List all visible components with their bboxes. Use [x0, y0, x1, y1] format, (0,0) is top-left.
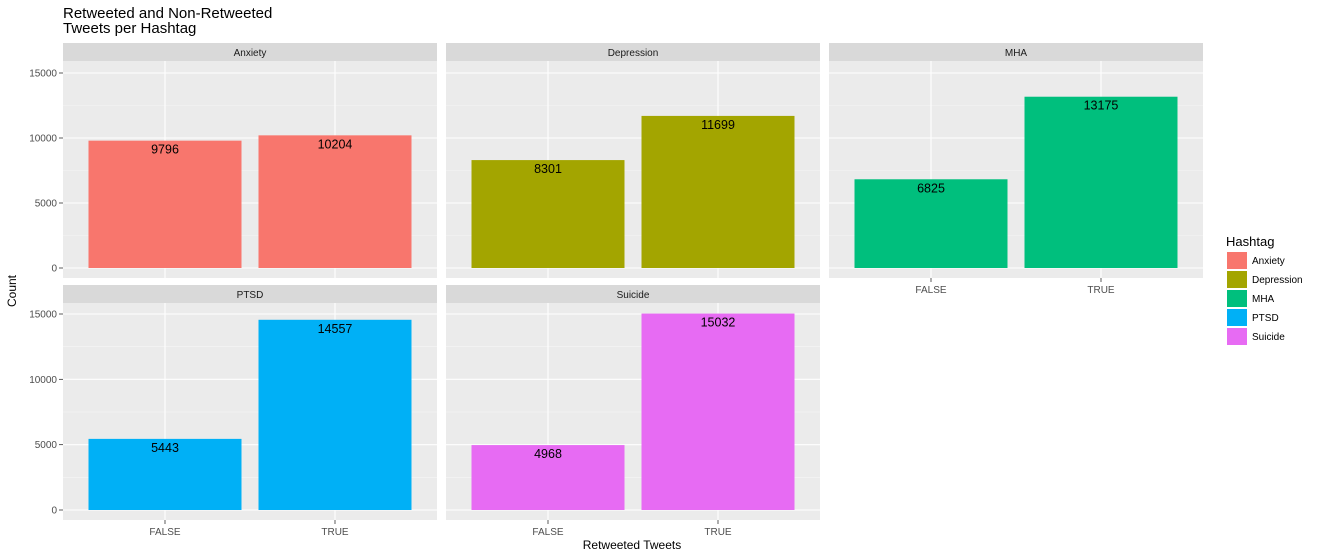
legend-key-suicide: [1227, 328, 1247, 345]
data-label: 9796: [151, 143, 179, 157]
x-axis-title: Retweeted Tweets: [583, 538, 682, 552]
data-label: 8301: [534, 162, 562, 176]
bar-ptsd-false: [88, 438, 242, 510]
y-tick-label: 5000: [35, 440, 58, 451]
legend-label: PTSD: [1252, 313, 1279, 324]
data-label: 13175: [1084, 99, 1119, 113]
facet-strip-label: Depression: [608, 48, 659, 59]
legend-key-anxiety: [1227, 252, 1247, 269]
bar-suicide-false: [471, 445, 625, 510]
facet-strip: [63, 43, 437, 61]
bar-mha-true: [1024, 96, 1178, 268]
data-label: 14557: [318, 322, 353, 336]
bar-depression-true: [641, 115, 795, 269]
legend-label: Depression: [1252, 275, 1303, 286]
x-tick-label: FALSE: [532, 527, 563, 538]
y-tick-label: 0: [51, 506, 57, 517]
y-axis-title: Count: [5, 274, 19, 307]
facet-strip: [63, 285, 437, 303]
legend-key-ptsd: [1227, 309, 1247, 326]
bar-anxiety-true: [258, 135, 412, 268]
facet-strip-label: Anxiety: [234, 48, 267, 59]
bar-ptsd-true: [258, 319, 412, 510]
y-tick-label: 15000: [29, 310, 57, 321]
x-tick-label: FALSE: [149, 527, 180, 538]
y-tick-label: 10000: [29, 134, 57, 145]
chart-title: Retweeted and Non-Retweeted: [63, 5, 272, 22]
data-label: 15032: [701, 316, 736, 330]
y-tick-label: 10000: [29, 375, 57, 386]
facet-strip: [446, 285, 820, 303]
legend-label: Suicide: [1252, 332, 1285, 343]
y-tick-label: 0: [51, 264, 57, 275]
facet-strip-label: PTSD: [237, 290, 264, 301]
data-label: 11699: [701, 118, 735, 132]
data-label: 10204: [318, 137, 353, 151]
legend-label: MHA: [1252, 294, 1275, 305]
x-tick-label: TRUE: [704, 527, 732, 538]
y-tick-label: 15000: [29, 69, 57, 80]
data-label: 6825: [917, 181, 945, 195]
legend-key-depression: [1227, 271, 1247, 288]
data-label: 5443: [151, 441, 179, 455]
facet-strip-label: Suicide: [617, 290, 650, 301]
facet-strip-label: MHA: [1005, 48, 1028, 59]
bar-anxiety-false: [88, 140, 242, 268]
legend-label: Anxiety: [1252, 256, 1285, 267]
legend-key-mha: [1227, 290, 1247, 307]
facet-strip: [446, 43, 820, 61]
x-tick-label: FALSE: [915, 285, 946, 296]
legend-title: Hashtag: [1226, 234, 1274, 249]
chart-title: Tweets per Hashtag: [63, 20, 196, 37]
y-tick-label: 5000: [35, 199, 58, 210]
bar-suicide-true: [641, 313, 795, 510]
bar-depression-false: [471, 160, 625, 268]
bar-mha-false: [854, 179, 1008, 268]
x-tick-label: TRUE: [1087, 285, 1115, 296]
data-label: 4968: [534, 447, 562, 461]
x-tick-label: TRUE: [321, 527, 349, 538]
facet-strip: [829, 43, 1203, 61]
